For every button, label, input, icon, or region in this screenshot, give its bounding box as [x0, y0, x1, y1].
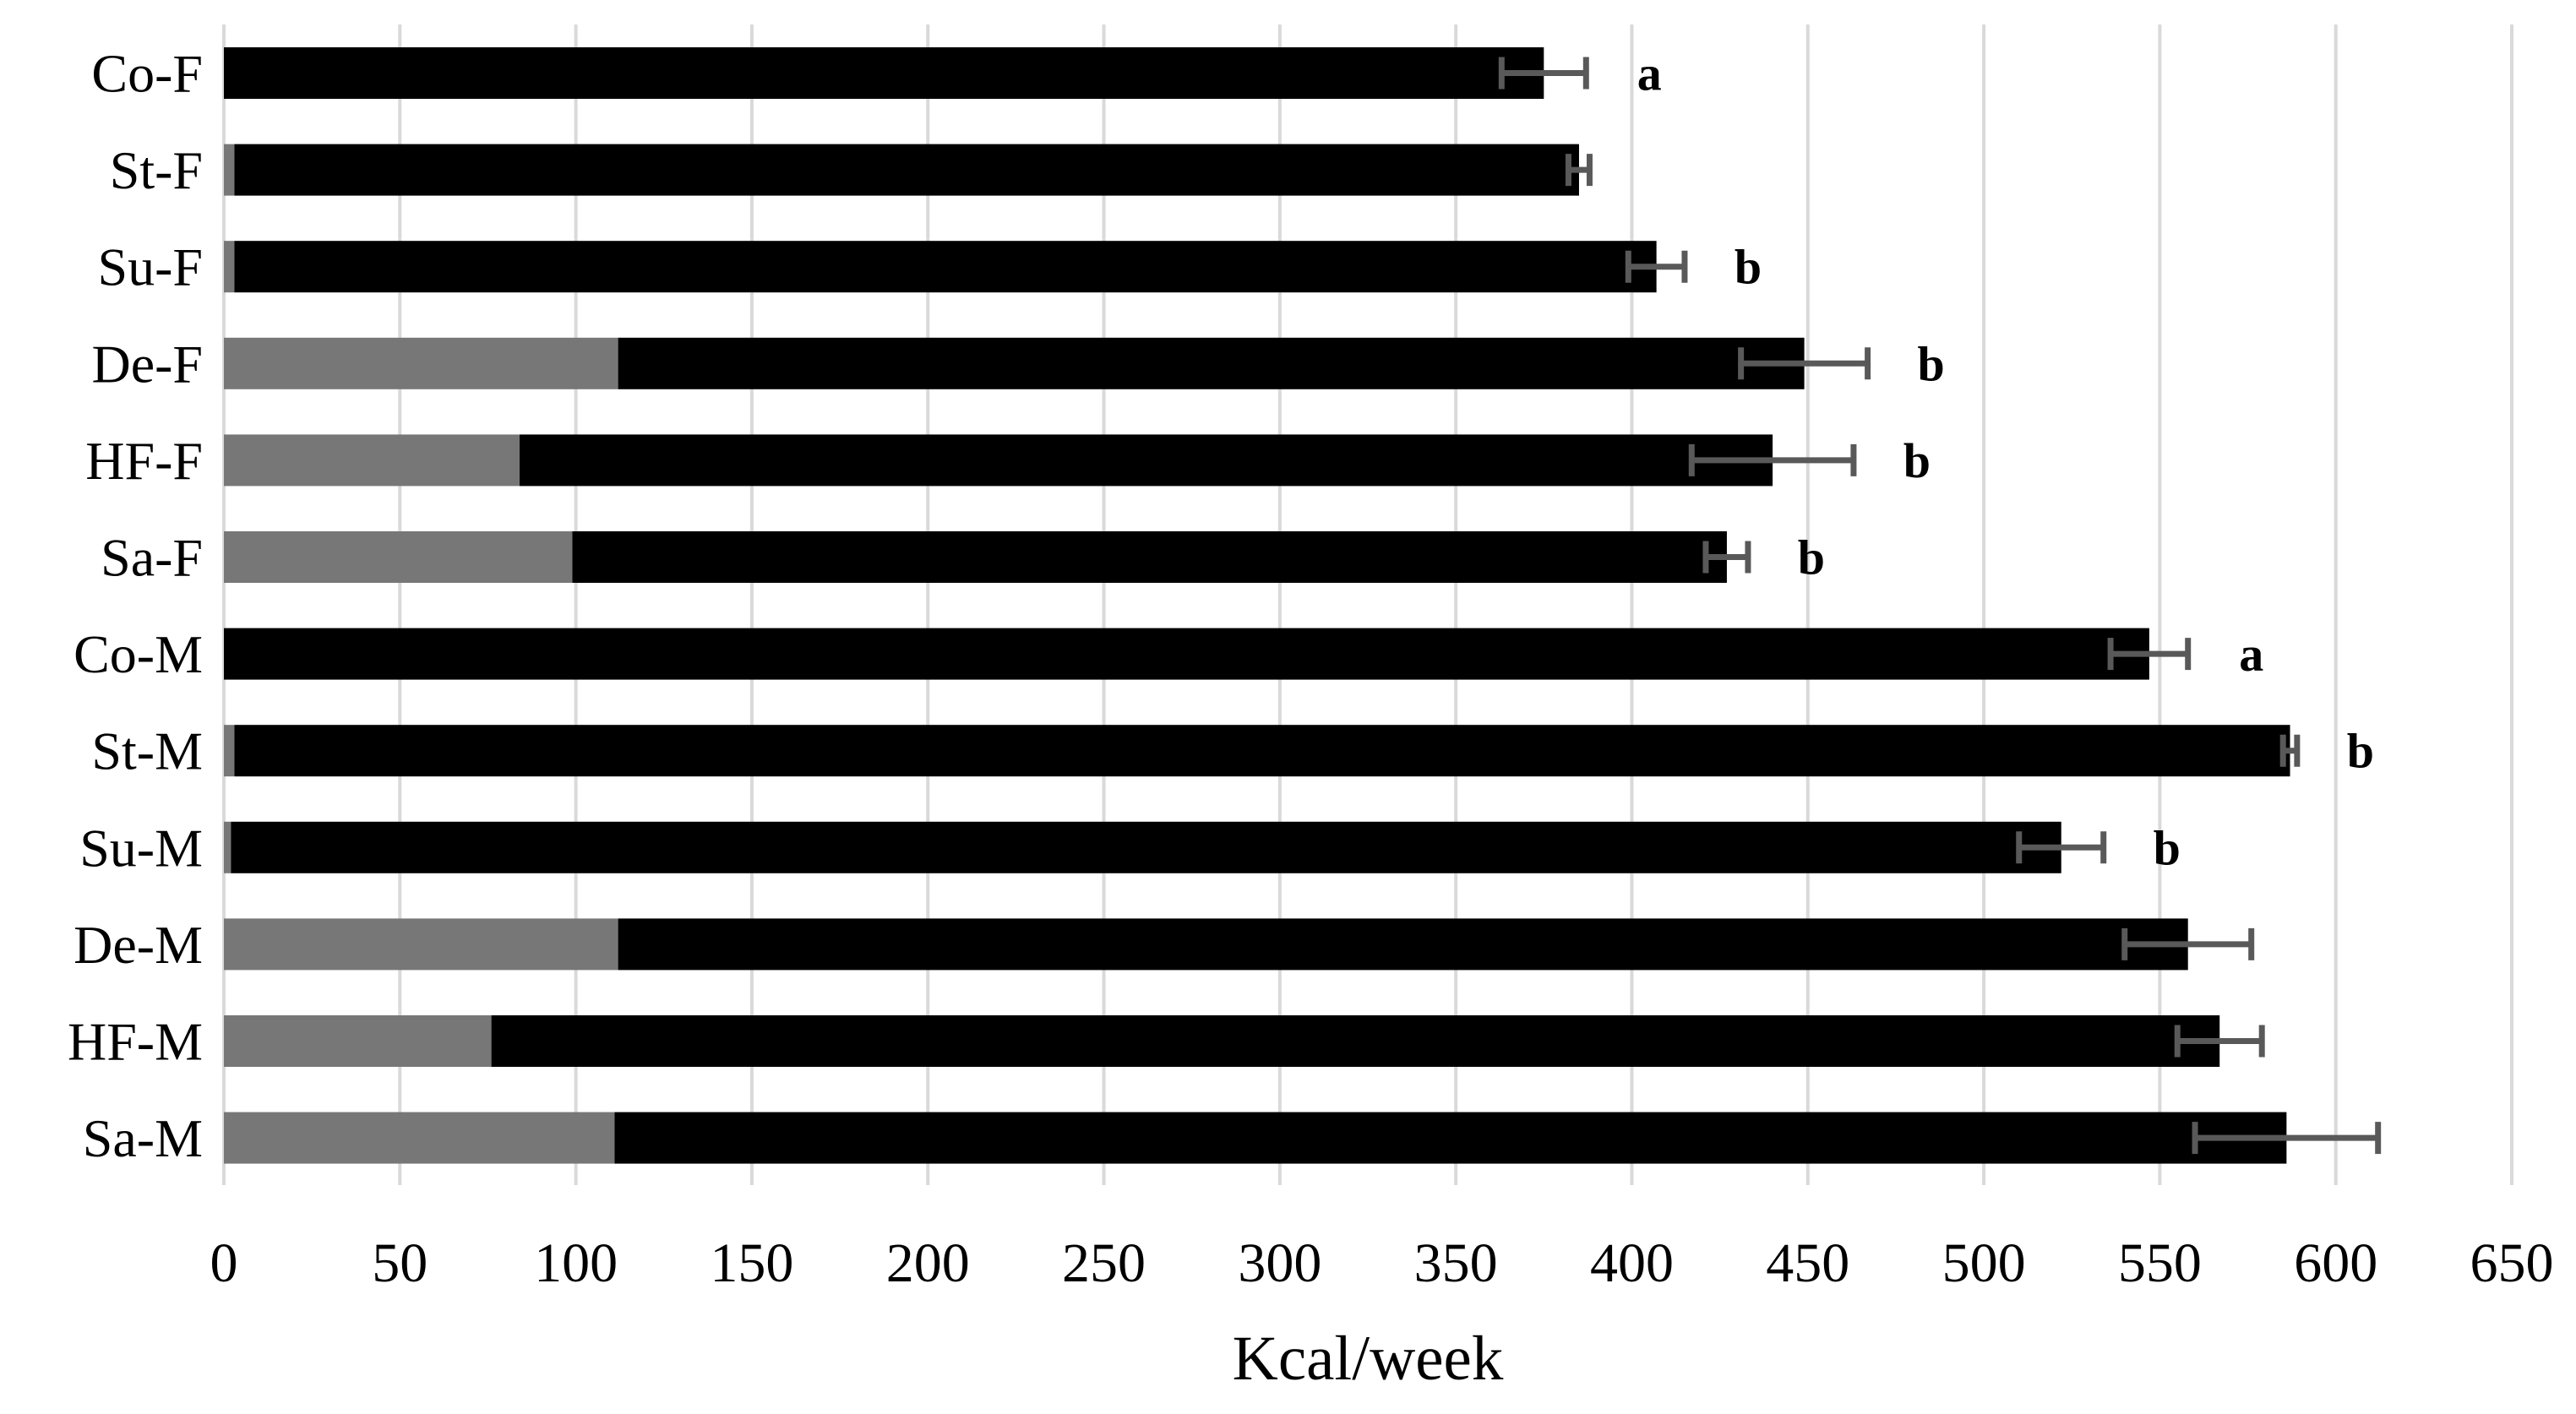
bar-black-segment [618, 337, 1805, 389]
x-tick-label: 350 [1414, 1232, 1498, 1294]
bar-black-segment [519, 434, 1773, 487]
x-tick-label: 400 [1590, 1232, 1674, 1294]
category-label: Co-M [74, 624, 203, 684]
bar-gray-segment [224, 434, 520, 487]
bar-gray-segment [224, 144, 235, 196]
grid-layer [222, 24, 2513, 1185]
x-tick-label: 500 [1942, 1232, 2026, 1294]
x-tick-label: 0 [210, 1232, 238, 1294]
bar-black-segment [234, 144, 1579, 196]
bar-black-segment [224, 47, 1544, 99]
bar-black-segment [618, 918, 2188, 971]
bar-gray-segment [224, 337, 618, 389]
bar-gray-segment [224, 1112, 615, 1164]
significance-letter: a [1637, 46, 1662, 101]
category-label: HF-M [68, 1012, 203, 1072]
bar-gray-segment [224, 531, 573, 583]
category-label: Co-F [91, 44, 203, 104]
bar-black-segment [234, 241, 1657, 293]
significance-letter: b [2347, 724, 2374, 779]
category-label: Su-M [79, 818, 203, 878]
significance-letter: a [2239, 627, 2263, 682]
significance-letter: b [1735, 240, 1762, 295]
x-axis-label: Kcal/week [1233, 1324, 1504, 1394]
significance-letter: b [1798, 530, 1825, 585]
x-tick-label: 200 [886, 1232, 970, 1294]
category-label: De-F [91, 334, 203, 394]
bar-black-segment [231, 821, 2061, 873]
category-label: De-M [74, 915, 203, 975]
x-tick-label: 150 [710, 1232, 793, 1294]
bar-black-segment [234, 725, 2290, 777]
x-tick-label: 450 [1766, 1232, 1849, 1294]
x-tick-label: 300 [1238, 1232, 1321, 1294]
x-tick-label: 100 [534, 1232, 618, 1294]
error-bar-layer [1498, 57, 2382, 1155]
label-layer: 0 50 100 150 200 250 300 350 400 450 500 550 600 650 a… [68, 44, 2554, 1295]
x-tick-label: 250 [1062, 1232, 1146, 1294]
bar-black-segment [572, 531, 1727, 583]
category-label: Sa-M [83, 1108, 203, 1168]
x-tick-label: 550 [2118, 1232, 2202, 1294]
category-label: St-M [91, 721, 203, 781]
significance-letter: b [1903, 433, 1931, 488]
bar-black-segment [614, 1112, 2287, 1164]
bar-black-segment [224, 628, 2149, 680]
category-label: Sa-F [101, 528, 203, 588]
x-tick-label: 50 [372, 1232, 428, 1294]
category-label: Su-F [98, 237, 204, 297]
bar-gray-segment [224, 241, 235, 293]
significance-letter: b [1917, 336, 1944, 391]
category-label: HF-F [85, 431, 203, 491]
x-tick-label: 600 [2294, 1232, 2377, 1294]
x-tick-label: 650 [2470, 1232, 2554, 1294]
bar-layer [224, 47, 2290, 1164]
bar-gray-segment [224, 725, 235, 777]
bar-black-segment [491, 1015, 2220, 1067]
bar-gray-segment [224, 918, 618, 971]
significance-letter: b [2154, 820, 2181, 875]
bar-gray-segment [224, 1015, 492, 1067]
category-label: St-F [110, 140, 203, 200]
bar-gray-segment [224, 821, 231, 873]
